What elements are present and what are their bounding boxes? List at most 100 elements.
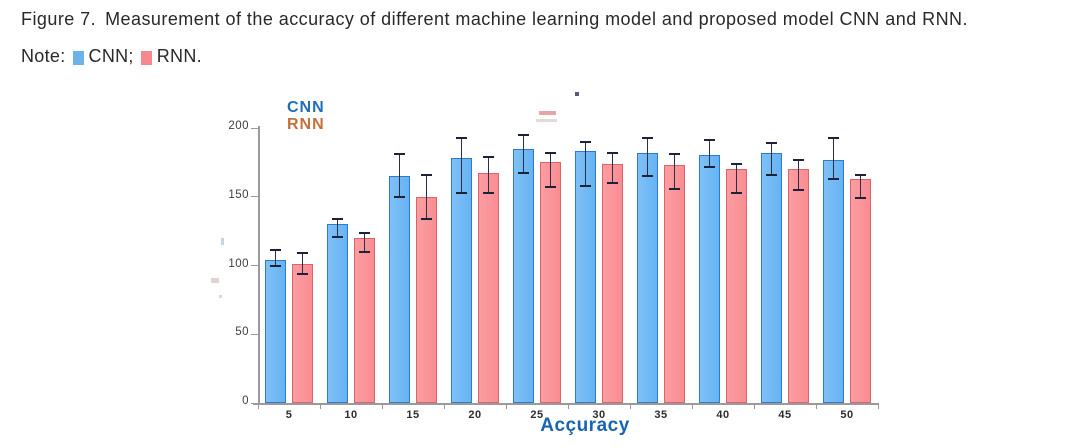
cnn-error-bar-35 [646,137,649,177]
error-cap-bottom [731,191,742,194]
rnn-bar-40 [726,169,747,403]
rnn-error-bar-50 [859,174,862,199]
rnn-bar-20 [478,173,499,403]
rnn-error-bar-40 [735,163,738,193]
x-tick-label: 30 [592,409,606,421]
x-axis-tick [753,403,755,409]
error-cap-bottom [855,197,866,200]
rnn-error-bar-35 [673,154,676,189]
caption-note-line: Note: CNN; RNN. [21,46,1061,67]
error-cap-bottom [332,235,343,238]
rnn-bar-25 [540,162,561,403]
rnn-error-bar-45 [797,159,800,190]
x-tick-label: 40 [716,409,730,421]
speck-artifact [221,238,224,245]
error-cap-bottom [545,186,556,189]
cnn-bar-40 [699,155,720,403]
chart-legend: CNN RNN [287,99,325,133]
cnn-bar-5 [265,260,286,403]
rnn-bar-30 [602,164,623,403]
rnn-error-bar-25 [549,152,552,188]
x-axis-tick [691,403,693,409]
x-axis-tick [443,403,445,409]
error-cap-bottom [483,191,494,194]
cnn-bar-15 [389,176,410,403]
cnn-error-bar-50 [832,137,835,179]
legend-entry-rnn: RNN [287,116,325,133]
error-cap-top [421,173,432,176]
x-tick-label: 15 [406,409,420,421]
x-axis-tick [629,403,631,409]
error-cap-bottom [359,250,370,253]
rnn-error-bar-20 [487,156,490,193]
cnn-error-bar-30 [584,141,587,186]
y-tick-label: 150 [228,188,249,201]
error-cap-bottom [704,165,715,168]
error-cap-bottom [518,172,529,175]
x-axis-tick [567,403,569,409]
x-axis-tick [815,403,817,409]
error-cap-top [483,155,494,158]
error-cap-bottom [607,182,618,184]
y-tick-label: 200 [228,120,249,132]
cnn-error-bar-5 [274,250,277,266]
y-axis-tick [251,196,258,198]
y-axis-tick [251,402,258,404]
error-cap-top [359,231,370,234]
error-cap-top [270,249,281,252]
rnn-bar-15 [416,197,437,403]
error-cap-top [607,151,618,154]
error-cap-bottom [580,184,591,187]
rnn-error-bar-15 [425,174,428,219]
rnn-bar-5 [292,264,313,403]
error-cap-top [793,158,804,161]
caption-line1: Figure 7. Measurement of the accuracy of … [21,9,1061,30]
error-cap-bottom [394,195,405,198]
figure-caption: Figure 7. Measurement of the accuracy of … [21,9,1061,67]
cnn-legend-swatch [72,50,84,65]
legend-entry-cnn: CNN [287,99,325,116]
error-cap-top [297,252,308,255]
figure-label: Figure 7. [21,9,97,29]
x-tick-label: 45 [778,409,792,421]
cnn-bar-10 [327,224,348,403]
error-cap-top [704,139,715,142]
y-axis-line [258,126,260,404]
note-label: Note: [21,46,66,66]
error-cap-top [332,217,343,220]
rnn-bar-50 [850,179,871,403]
error-cap-bottom [828,177,839,180]
error-cap-bottom [642,175,653,178]
y-axis-tick [251,265,258,267]
x-axis-tick [257,403,259,409]
x-axis-title: Acçuracy [540,415,630,436]
error-cap-top [456,136,467,139]
x-tick-label: 50 [840,409,854,421]
x-tick-label: 20 [468,409,482,421]
error-cap-bottom [456,191,467,194]
rnn-error-bar-30 [611,152,614,183]
x-axis-tick [381,403,383,409]
cnn-bar-50 [823,160,844,403]
y-axis-tick [251,333,258,335]
cnn-error-bar-40 [708,140,711,167]
cnn-error-bar-20 [460,137,463,193]
note-rnn-label: RNN. [156,46,202,66]
error-cap-top [669,153,680,156]
cnn-error-bar-10 [336,218,339,237]
rnn-bar-10 [354,238,375,403]
error-cap-top [855,173,866,176]
cnn-bar-20 [451,158,472,403]
x-tick-label: 25 [530,409,544,421]
error-cap-top [731,162,742,165]
cnn-error-bar-45 [770,143,773,175]
error-cap-top [766,142,777,145]
speck-artifact [211,278,219,283]
x-axis-line [253,403,878,405]
rnn-bar-45 [788,169,809,403]
cnn-bar-25 [513,149,534,403]
error-cap-bottom [766,173,777,176]
cnn-bar-45 [761,153,782,403]
smudge-artifact [539,111,556,115]
